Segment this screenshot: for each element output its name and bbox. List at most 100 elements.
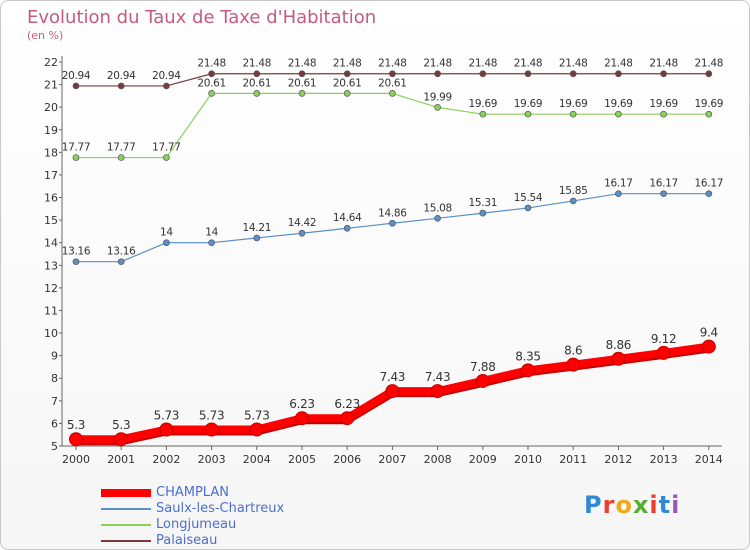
data-label: 20.94	[62, 70, 91, 82]
y-tick-label: 18	[44, 146, 58, 159]
data-label: 8.35	[515, 349, 541, 363]
data-label: 17.77	[152, 142, 181, 154]
data-label: 19.69	[695, 98, 724, 110]
data-point	[253, 234, 261, 242]
data-point	[117, 154, 125, 161]
y-tick-label: 10	[44, 327, 58, 340]
data-label: 7.88	[470, 360, 496, 374]
x-tick-label: 2003	[198, 453, 226, 466]
data-point	[385, 384, 400, 399]
data-point	[611, 351, 626, 366]
y-tick-label: 8	[51, 372, 58, 385]
x-tick-label: 2010	[514, 453, 542, 466]
data-label: 13.16	[107, 246, 136, 258]
data-point	[253, 70, 261, 78]
data-point	[208, 70, 215, 78]
data-point	[298, 229, 306, 237]
data-point	[475, 373, 490, 388]
data-point	[298, 90, 306, 97]
logo-letter: r	[602, 491, 616, 519]
data-point	[295, 411, 309, 426]
data-label: 15.54	[514, 192, 543, 204]
data-point	[117, 82, 125, 90]
data-point	[566, 357, 581, 372]
x-tick-label: 2002	[152, 453, 180, 466]
data-point	[656, 345, 671, 360]
legend-swatch-saulx	[101, 508, 151, 510]
y-tick-label: 11	[44, 304, 58, 317]
logo-letter: x	[632, 491, 650, 519]
x-tick-label: 2006	[333, 453, 361, 466]
data-point	[524, 70, 532, 78]
data-point	[389, 90, 396, 97]
data-point	[705, 110, 713, 118]
x-tick-label: 2007	[378, 453, 406, 466]
data-point	[163, 239, 170, 247]
data-label: 20.94	[107, 70, 136, 82]
data-label: 17.77	[62, 142, 91, 154]
data-point	[72, 258, 80, 266]
data-point	[340, 411, 355, 426]
y-tick-label: 7	[51, 395, 58, 408]
data-point	[343, 70, 351, 78]
data-label: 8.86	[606, 338, 632, 352]
data-label: 9.4	[700, 326, 718, 340]
data-point	[615, 70, 622, 78]
data-point	[208, 90, 215, 97]
data-point	[569, 70, 577, 78]
data-label: 21.48	[469, 58, 498, 70]
data-label: 19.99	[423, 91, 452, 103]
data-label: 5.73	[244, 409, 270, 423]
data-label: 14.64	[333, 212, 362, 224]
logo-letter: i	[649, 491, 659, 519]
data-point	[660, 70, 667, 78]
data-label: 15.08	[423, 202, 452, 214]
y-tick-label: 13	[44, 259, 58, 272]
x-tick-label: 2013	[650, 453, 678, 466]
legend-swatch-palaiseau	[101, 540, 151, 542]
data-label: 6.23	[334, 397, 360, 411]
data-point	[159, 422, 174, 437]
y-tick-label: 20	[44, 101, 58, 114]
x-tick-label: 2000	[62, 453, 90, 466]
data-point	[163, 82, 170, 90]
data-label: 21.48	[243, 58, 272, 70]
y-tick-label: 17	[44, 169, 58, 182]
x-tick-label: 2005	[288, 453, 316, 466]
data-point	[389, 70, 396, 78]
data-label: 21.48	[423, 58, 452, 70]
data-label: 21.48	[649, 58, 678, 70]
data-label: 20.61	[333, 77, 362, 89]
data-point	[69, 432, 83, 447]
y-tick-label: 22	[44, 56, 58, 69]
data-label: 19.69	[514, 98, 543, 110]
chart-title: Evolution du Taux de Taxe d'Habitation	[27, 7, 377, 28]
data-label: 19.69	[469, 98, 498, 110]
data-point	[249, 422, 264, 437]
data-label: 13.16	[62, 246, 91, 258]
data-label: 19.69	[559, 98, 588, 110]
data-point	[479, 110, 487, 118]
data-label: 19.69	[649, 98, 678, 110]
data-label: 21.48	[604, 58, 633, 70]
y-tick-label: 15	[44, 214, 58, 227]
data-point	[72, 154, 80, 161]
data-point	[434, 104, 441, 111]
logo-letter: P	[584, 491, 603, 519]
data-point	[615, 110, 622, 118]
proxiti-logo: Proxiti	[584, 491, 680, 519]
data-point	[521, 363, 535, 378]
data-point	[253, 90, 261, 97]
data-point	[434, 214, 441, 222]
data-label: 19.69	[604, 98, 633, 110]
data-point	[705, 70, 713, 78]
y-tick-label: 6	[51, 417, 58, 430]
data-label: 16.17	[695, 178, 724, 190]
x-tick-label: 2001	[107, 453, 135, 466]
y-tick-label: 19	[44, 124, 58, 137]
data-label: 14	[160, 227, 173, 239]
y-tick-label: 21	[44, 79, 58, 92]
legend-label-saulx: Saulx-les-Chartreux	[156, 501, 285, 516]
legend-label-champlan: CHAMPLAN	[156, 485, 229, 500]
